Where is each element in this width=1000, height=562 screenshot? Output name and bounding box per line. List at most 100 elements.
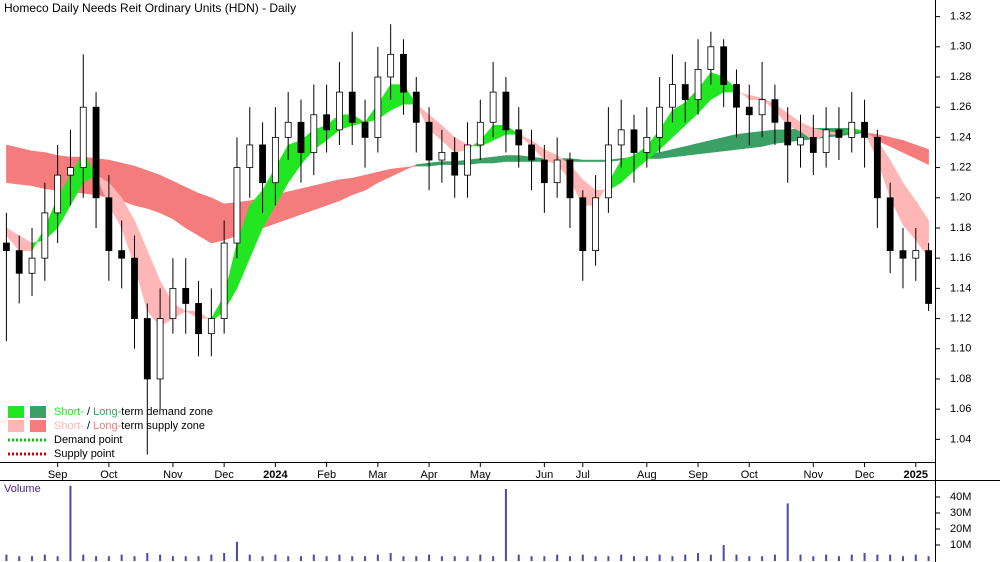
candle-body [553,159,561,184]
long-zone [672,146,686,158]
y-tick-label: 1.04 [950,433,971,445]
long-zone [377,168,391,184]
candle-body [169,287,177,319]
long-zone [416,162,430,167]
legend-label: Short- / Long-term supply zone [54,420,205,432]
candle-body [681,84,689,101]
volume-bar [812,556,815,561]
long-zone [326,179,340,206]
volume-bar [95,556,98,561]
candle-body [233,167,241,244]
candle-body [579,197,587,252]
long-zone [390,167,404,178]
volume-bar [761,556,764,561]
candle-body [3,242,10,252]
candle-body [733,84,740,108]
long-zone [697,140,712,155]
long-zone [428,161,443,167]
candle-body [694,69,702,101]
volume-bar [56,556,59,561]
volume-bar [735,554,738,561]
volume-bar [786,503,789,561]
x-tick-label: May [470,469,491,481]
legend-swatch [30,420,46,432]
candle-body [464,144,471,176]
y-tick-label: 1.22 [950,161,971,173]
candle-body [28,257,36,274]
x-tick-label: Nov [163,469,183,481]
volume-bar [428,554,431,561]
volume-bar [351,556,354,561]
x-tick-label: Feb [317,469,336,481]
volume-bar [43,554,46,561]
volume-bar [210,554,213,561]
long-zone [211,197,225,244]
volume-bar [825,554,828,561]
volume-bar [773,554,776,561]
candle-body [604,144,612,199]
volume-bar [120,554,123,561]
long-zone [736,132,750,150]
x-tick-label: 2025 [904,469,928,481]
long-zone [492,155,507,164]
volume-bar [837,556,840,561]
candle-body [67,167,74,176]
volume-bar [376,554,379,561]
x-tick-label: Sep [48,469,68,481]
y-tick-label: 1.26 [950,101,971,113]
candle-body [361,121,369,138]
y-tick-label: 40M [950,491,971,503]
volume-bar [453,556,456,561]
volume-bar [594,556,597,561]
volume-bar [889,554,892,561]
candle-body [15,250,23,274]
volume-bar [325,556,328,561]
x-tick-label: Oct [100,469,117,481]
short-zone [441,124,455,154]
volume-bar [517,554,520,561]
volume-bar [479,554,482,561]
legend-label: Demand point [54,434,123,446]
y-tick-label: 10M [950,539,971,551]
long-zone [147,170,161,214]
candle-body [592,197,599,252]
legend-swatch [30,406,46,418]
volume-bar [287,556,290,561]
volume-bar [876,554,879,561]
volume-bar [543,556,546,561]
volume-bar [440,556,443,561]
candle-body [707,46,715,70]
candle-body [566,159,574,199]
long-zone [198,192,212,244]
y-tick-label: 1.06 [950,403,971,415]
volume-bar [748,556,751,561]
candle-body [182,287,190,304]
legend-text: / [84,420,93,432]
y-tick-label: 1.08 [950,373,971,385]
candle-body [809,136,817,153]
long-zone [121,162,135,206]
volume-bar [492,556,495,561]
x-tick-label: Dec [214,469,234,481]
long-zone [582,159,596,162]
long-zone [889,137,904,153]
candle-body [771,99,779,123]
x-tick-label: Oct [741,469,758,481]
candle-body [131,257,138,319]
short-zone [18,235,33,251]
candle-body [617,129,625,146]
candle-body [412,91,420,123]
volume-bar [658,554,661,561]
x-tick-label: 2024 [263,469,288,481]
volume-bar [556,554,559,561]
legend-text: term demand zone [121,406,213,418]
long-zone [31,150,46,190]
candle-body [79,106,87,168]
y-tick-label: 1.10 [950,343,971,355]
candle-body [54,174,62,214]
candle-body [745,106,753,116]
volume-bar [850,554,853,561]
legend-text: Short- [54,406,84,418]
candle-body [899,250,907,259]
